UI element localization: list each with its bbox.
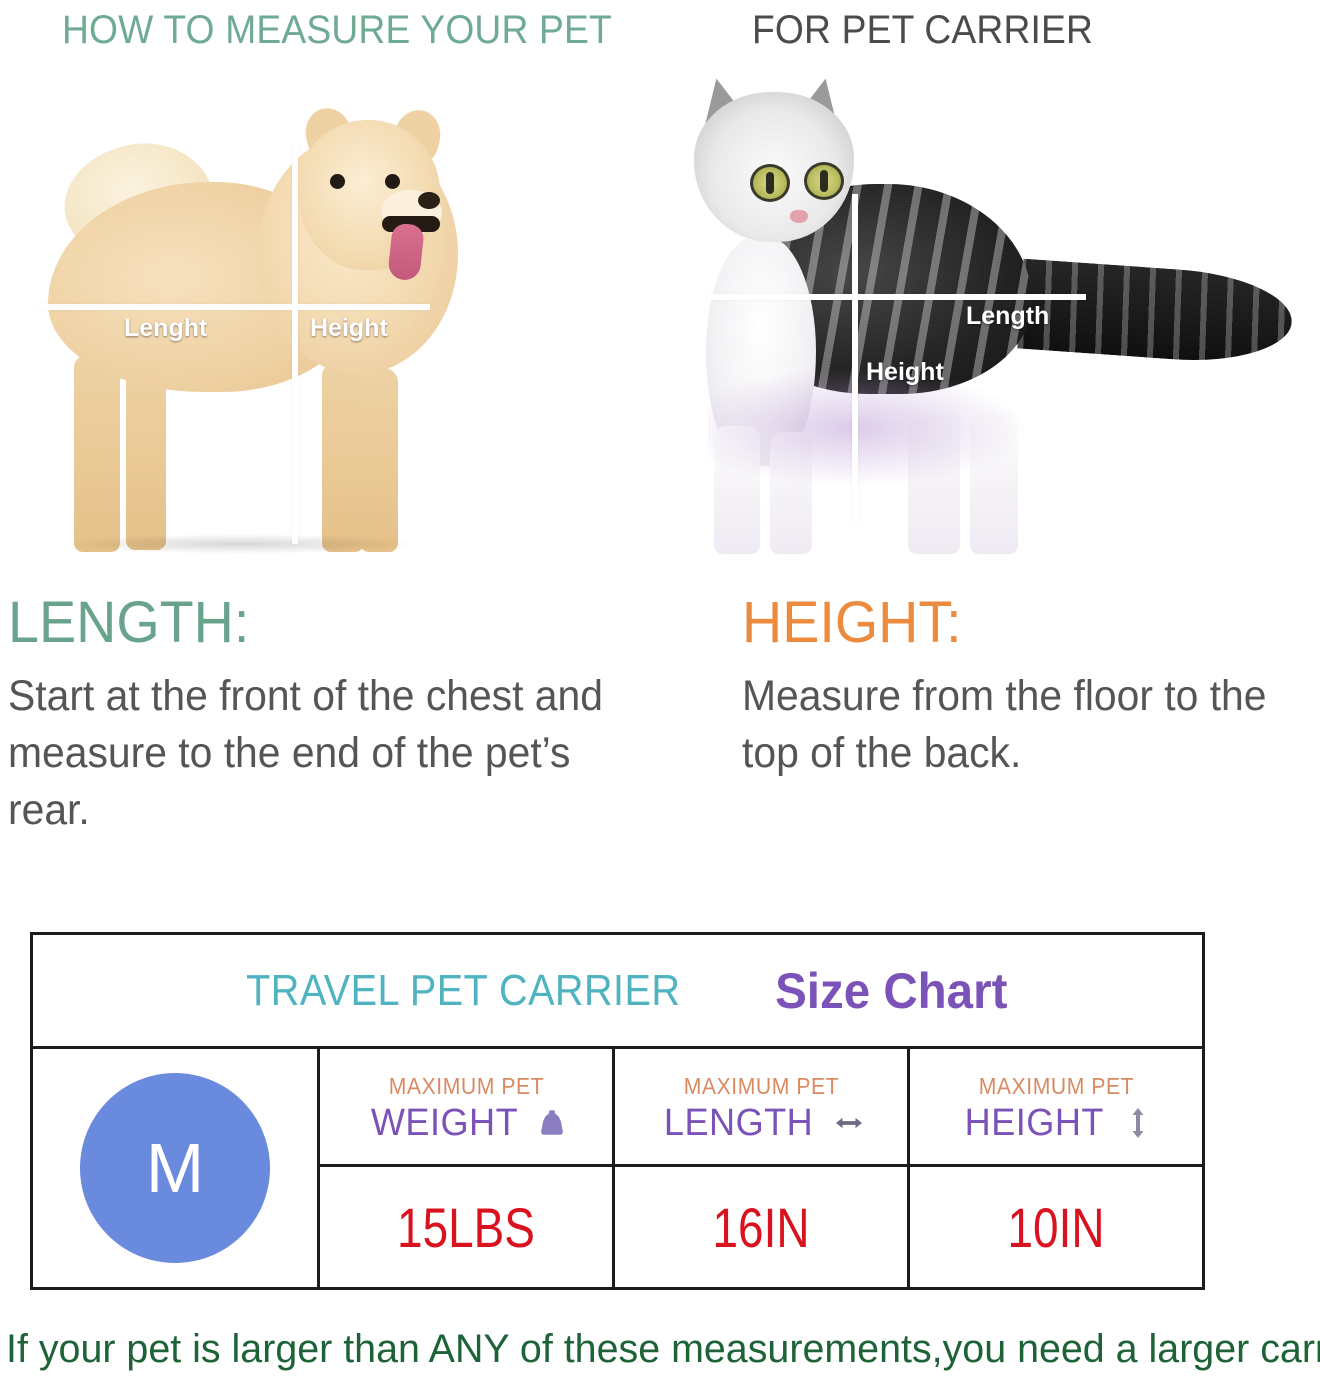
metric-sub-length: MAXIMUM PET — [683, 1072, 839, 1099]
metric-header-height: MAXIMUM PET HEIGHT — [910, 1049, 1202, 1167]
cat-left-eye — [750, 164, 790, 202]
weight-icon — [539, 1106, 565, 1140]
photo-row: Lenght Height — [0, 62, 1320, 572]
size-chart-table: TRAVEL PET CARRIER Size Chart M MAXIMUM … — [30, 932, 1205, 1290]
metric-column-length: MAXIMUM PET LENGTH 16IN — [615, 1049, 910, 1287]
metric-main-length: LENGTH — [660, 1101, 862, 1145]
cat-right-pupil — [820, 170, 828, 193]
size-badge-m: M — [80, 1073, 270, 1263]
metric-value-height: 10IN — [1007, 1195, 1105, 1259]
metric-name-length: LENGTH — [664, 1101, 814, 1144]
metric-name-height: HEIGHT — [964, 1101, 1104, 1144]
metric-sub-height: MAXIMUM PET — [978, 1072, 1134, 1099]
cat-length-label: Length — [966, 302, 1050, 330]
dog-back-left-leg — [74, 354, 120, 552]
metric-column-height: MAXIMUM PET HEIGHT 10IN — [910, 1049, 1202, 1287]
cat-height-label: Height — [866, 358, 944, 386]
metric-header-weight: MAXIMUM PET WEIGHT — [320, 1049, 612, 1167]
metric-columns: MAXIMUM PET WEIGHT 15LBS — [320, 1049, 1202, 1287]
length-definition-body: Start at the front of the chest and meas… — [8, 672, 603, 834]
cat-illustration: Length Height — [670, 73, 1310, 556]
dog-front-right-leg — [360, 368, 398, 552]
metric-name-weight: WEIGHT — [370, 1101, 518, 1144]
size-code-cell: M — [33, 1049, 320, 1287]
dog-photo: Lenght Height — [30, 62, 458, 572]
metric-main-height: HEIGHT — [961, 1102, 1152, 1145]
metric-main-weight: WEIGHT — [367, 1102, 566, 1145]
metric-column-weight: MAXIMUM PET WEIGHT 15LBS — [320, 1049, 615, 1287]
metric-sub-weight: MAXIMUM PET — [388, 1072, 544, 1099]
dog-shadow — [60, 534, 420, 554]
metric-value-length: 16IN — [712, 1195, 810, 1259]
dog-length-guide-line — [38, 304, 430, 310]
size-chart-title-row: TRAVEL PET CARRIER Size Chart — [33, 935, 1202, 1049]
cat-right-eye — [804, 162, 844, 200]
length-definition-title: LENGTH: — [8, 590, 250, 655]
cat-length-guide-line — [706, 294, 1086, 300]
horizontal-arrow-icon — [835, 1106, 862, 1140]
dog-right-eye — [385, 174, 400, 189]
height-definition-body: Measure from the floor to the top of the… — [742, 672, 1267, 777]
metric-header-length: MAXIMUM PET LENGTH — [615, 1049, 907, 1167]
height-definition: HEIGHT: Measure from the floor to the to… — [742, 592, 1302, 782]
cat-photo: Length Height — [670, 62, 1310, 572]
size-chart-title-size: Size Chart — [774, 962, 1007, 1019]
dog-length-label: Lenght — [124, 314, 208, 342]
dog-left-eye — [330, 174, 345, 189]
cat-left-pupil — [766, 172, 774, 195]
dog-back-right-leg — [126, 358, 166, 550]
headline-for-pet-carrier: FOR PET CARRIER — [752, 8, 1094, 52]
size-chart-body: M MAXIMUM PET WEIGHT — [33, 1049, 1202, 1287]
cat-nose — [790, 210, 808, 223]
dog-illustration: Lenght Height — [30, 82, 458, 554]
footer-note: If your pet is larger than ANY of these … — [6, 1327, 1320, 1371]
cat-lower-tint — [708, 368, 1028, 488]
dog-height-label: Height — [310, 314, 388, 342]
size-chart-title-travel: TRAVEL PET CARRIER — [246, 965, 681, 1015]
dog-height-guide-line — [292, 144, 298, 544]
height-definition-title: HEIGHT: — [742, 590, 962, 655]
length-definition: LENGTH: Start at the front of the chest … — [8, 592, 648, 839]
cat-head — [694, 92, 854, 242]
dog-front-left-leg — [322, 362, 364, 552]
cat-tail — [1017, 258, 1295, 368]
headline-how-to-measure: HOW TO MEASURE YOUR PET — [62, 8, 612, 52]
vertical-arrow-icon — [1125, 1106, 1151, 1140]
cat-height-guide-line — [852, 194, 858, 524]
dog-nose — [418, 192, 440, 209]
metric-value-weight: 15LBS — [397, 1195, 535, 1259]
